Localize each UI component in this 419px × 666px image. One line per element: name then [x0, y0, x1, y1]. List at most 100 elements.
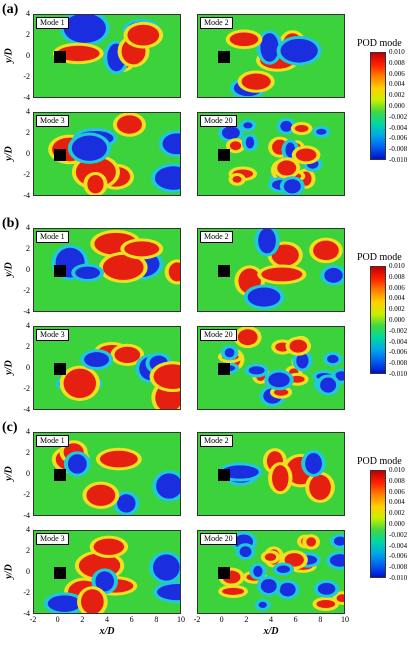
colorbar-tick-label: 0.004 — [389, 498, 405, 507]
square-cylinder — [54, 265, 66, 277]
y-axis-label: y/D — [3, 146, 15, 161]
x-tick-label: 4 — [269, 615, 273, 624]
positive-structure — [168, 262, 180, 282]
negative-structure — [329, 554, 344, 567]
colorbar-tick-label: -0.008 — [389, 359, 408, 368]
negative-structure — [248, 366, 265, 375]
panel-letter: (b) — [2, 216, 20, 231]
positive-structure — [295, 148, 317, 162]
negative-structure — [260, 578, 277, 594]
positive-structure — [222, 587, 245, 595]
negative-structure — [243, 122, 253, 129]
pod-mode-field: Mode 20 — [197, 530, 345, 614]
colorbar-tick-label: 0.002 — [389, 305, 405, 314]
x-tick-label: -2 — [193, 615, 201, 624]
negative-structure — [280, 120, 293, 132]
y-tick-label: -4 — [23, 511, 30, 520]
positive-structure — [336, 594, 344, 603]
panel-letter: (c) — [2, 420, 18, 435]
negative-structure — [67, 454, 87, 474]
colorbar-tick-label: -0.002 — [389, 530, 408, 539]
pod-mode-field: Mode 3 — [33, 112, 181, 196]
colorbar-tick-label: 0.006 — [389, 487, 405, 496]
colorbar-tick-label: 0.010 — [389, 48, 405, 56]
y-tick-label: 2 — [26, 30, 30, 39]
positive-structure — [153, 364, 180, 389]
positive-structure — [309, 474, 331, 500]
negative-structure — [71, 135, 107, 161]
x-tick-label: 4 — [105, 615, 109, 624]
negative-structure — [324, 267, 343, 283]
y-tick-label: 0 — [26, 567, 30, 576]
y-tick-label: 2 — [26, 342, 30, 351]
y-tick-label: -2 — [23, 588, 30, 597]
negative-structure — [317, 582, 336, 595]
mode-label: Mode 3 — [36, 329, 69, 341]
y-tick-label: 0 — [26, 149, 30, 158]
negative-structure — [63, 15, 106, 43]
negative-structure — [75, 266, 101, 279]
pod-mode-field: Mode 2 — [197, 228, 345, 312]
pod-mode-field: Mode 20 — [197, 326, 345, 410]
y-tick-label: 0 — [26, 363, 30, 372]
colorbar — [370, 52, 386, 160]
y-tick-label: -4 — [23, 191, 30, 200]
positive-structure — [261, 267, 303, 282]
mode-contour-plot — [198, 113, 344, 195]
mode-contour-plot — [198, 327, 344, 409]
negative-structure — [162, 133, 180, 155]
y-tick-label: 4 — [26, 321, 30, 330]
colorbar-title: POD mode — [357, 38, 402, 49]
square-cylinder — [218, 363, 230, 375]
x-tick-label: 10 — [177, 615, 185, 624]
y-axis-label: y/D — [3, 262, 15, 277]
colorbar-tick-label: 0.000 — [389, 102, 405, 110]
colorbar-tick-label: 0.008 — [389, 272, 405, 281]
positive-structure — [81, 589, 104, 613]
negative-structure — [296, 352, 309, 369]
positive-structure — [99, 450, 138, 468]
square-cylinder — [218, 469, 230, 481]
x-tick-label: -2 — [29, 615, 37, 624]
y-tick-label: 2 — [26, 128, 30, 137]
positive-structure — [241, 73, 271, 90]
y-axis-label: y/D — [3, 360, 15, 375]
negative-structure — [279, 582, 296, 597]
positive-structure — [284, 553, 304, 567]
negative-structure — [221, 126, 240, 140]
negative-structure — [47, 595, 82, 612]
negative-structure — [327, 354, 339, 364]
square-cylinder — [218, 567, 230, 579]
mode-label: Mode 20 — [200, 115, 237, 127]
negative-structure — [335, 371, 344, 381]
mode-contour-plot — [34, 113, 180, 195]
colorbar-tick-label: 0.006 — [389, 283, 405, 292]
positive-structure — [306, 537, 317, 547]
y-tick-label: 2 — [26, 448, 30, 457]
pod-mode-field: Mode 1 — [33, 432, 181, 516]
x-tick-label: 6 — [293, 615, 298, 624]
negative-structure — [320, 377, 337, 393]
y-tick-label: 4 — [26, 427, 30, 436]
colorbar-tick-label: -0.002 — [389, 326, 408, 335]
mode-label: Mode 20 — [200, 329, 237, 341]
mode-label: Mode 2 — [200, 17, 233, 29]
positive-structure — [87, 174, 104, 194]
negative-structure — [117, 494, 136, 513]
colorbar-tick-label: -0.010 — [389, 156, 408, 164]
pod-mode-field: Mode 2 — [197, 14, 345, 98]
x-tick-label: 0 — [55, 615, 60, 624]
panel-letter: (a) — [2, 2, 19, 17]
mode-contour-plot — [34, 433, 180, 515]
y-tick-label: 2 — [26, 546, 30, 555]
colorbar-tick-label: 0.008 — [389, 476, 405, 485]
mode-label: Mode 3 — [36, 115, 69, 127]
negative-structure — [316, 128, 327, 135]
negative-structure — [156, 584, 180, 601]
square-cylinder — [54, 567, 66, 579]
negative-structure — [84, 352, 110, 368]
positive-structure — [264, 553, 277, 561]
colorbar-tick-label: 0.008 — [389, 58, 405, 67]
mode-label: Mode 2 — [200, 231, 233, 243]
positive-structure — [289, 339, 308, 353]
